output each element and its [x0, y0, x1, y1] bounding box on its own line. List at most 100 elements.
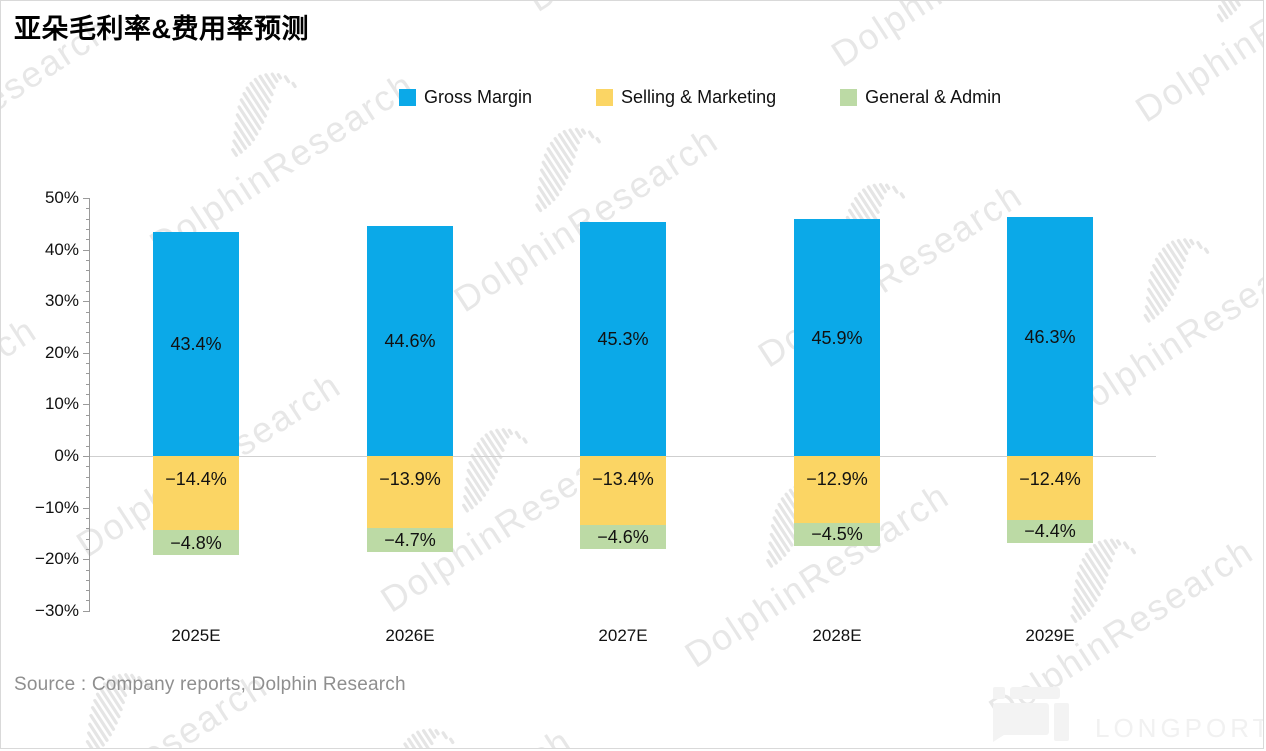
x-tick-label: 2025E: [171, 626, 221, 645]
y-minor-tick: [86, 579, 90, 581]
y-minor-tick: [86, 548, 90, 550]
legend-label-selling-marketing: Selling & Marketing: [621, 87, 777, 107]
bar-segment-selling-marketing: −14.4%: [153, 456, 239, 531]
y-minor-tick: [86, 373, 90, 375]
bar-value-label: 44.6%: [384, 330, 436, 351]
legend-swatch-general-admin: [840, 89, 858, 106]
legend-swatch-gross-margin: [399, 89, 416, 106]
y-major-tick: [83, 352, 90, 354]
y-minor-tick: [86, 435, 90, 437]
y-tick-label: −20%: [35, 549, 79, 569]
legend-item-gross-margin: Gross Margin: [399, 87, 532, 108]
y-major-tick: [83, 404, 90, 406]
bar-segment-selling-marketing: −13.4%: [580, 456, 666, 526]
y-major-tick: [83, 301, 90, 303]
bar-value-label: 45.9%: [811, 327, 863, 348]
bar-value-label: −12.9%: [806, 469, 868, 489]
y-minor-tick: [86, 528, 90, 530]
y-minor-tick: [86, 311, 90, 313]
y-minor-tick: [86, 569, 90, 571]
y-tick-label: −30%: [35, 600, 79, 620]
y-minor-tick: [86, 208, 90, 210]
y-minor-tick: [86, 321, 90, 323]
legend-item-general-admin: General & Admin: [840, 87, 1001, 108]
y-major-tick: [83, 249, 90, 251]
y-minor-tick: [86, 486, 90, 488]
bar-value-label: −4.8%: [170, 532, 222, 553]
bar-segment-gross-margin: 44.6%: [367, 225, 453, 456]
y-minor-tick: [86, 228, 90, 230]
y-minor-tick: [86, 239, 90, 241]
y-major-tick: [83, 610, 90, 612]
bar-segment-general-admin: −4.8%: [153, 530, 239, 556]
bar-segment-general-admin: −4.6%: [580, 525, 666, 549]
chart-title: 亚朵毛利率&费用率预测: [14, 14, 309, 44]
longport-brand-text: LONGPORT: [1095, 713, 1264, 743]
y-tick-label: −10%: [35, 497, 79, 517]
y-minor-tick: [86, 425, 90, 427]
y-minor-tick: [86, 445, 90, 447]
bar-value-label: −4.4%: [1024, 521, 1076, 542]
bar-value-label: −4.5%: [811, 524, 863, 545]
bar-value-label: −14.4%: [165, 469, 227, 489]
y-major-tick: [83, 456, 90, 457]
y-tick-label: 0%: [54, 446, 79, 465]
y-major-tick: [83, 559, 90, 561]
x-tick-label: 2028E: [812, 626, 862, 645]
y-minor-tick: [86, 332, 90, 334]
legend: Gross Margin Selling & Marketing General…: [399, 87, 1001, 108]
bar-segment-general-admin: −4.4%: [1007, 519, 1093, 543]
y-minor-tick: [86, 590, 90, 592]
y-tick-label: 10%: [44, 394, 79, 414]
bar-value-label: −13.4%: [592, 469, 654, 489]
x-tick-label: 2026E: [385, 626, 435, 645]
bar-segment-selling-marketing: −12.4%: [1007, 456, 1093, 520]
bar-segment-gross-margin: 45.3%: [580, 222, 666, 456]
y-minor-tick: [86, 218, 90, 220]
bar-segment-gross-margin: 45.9%: [794, 219, 880, 456]
y-tick-label: 30%: [44, 291, 79, 311]
y-minor-tick: [86, 280, 90, 282]
y-minor-tick: [86, 342, 90, 344]
bar-value-label: −12.4%: [1019, 469, 1081, 489]
legend-label-general-admin: General & Admin: [865, 87, 1002, 107]
y-minor-tick: [86, 414, 90, 416]
bar-segment-selling-marketing: −12.9%: [794, 456, 880, 523]
bar-value-label: 46.3%: [1024, 326, 1076, 347]
legend-swatch-selling-marketing: [596, 89, 614, 106]
y-minor-tick: [86, 517, 90, 519]
source-note: Source : Company reports, Dolphin Resear…: [14, 674, 406, 695]
y-minor-tick: [86, 290, 90, 292]
bar-value-label: −4.7%: [384, 529, 436, 550]
legend-item-selling-marketing: Selling & Marketing: [596, 87, 776, 108]
x-tick-label: 2027E: [598, 626, 648, 645]
y-tick-label: 50%: [44, 188, 79, 207]
y-minor-tick: [86, 497, 90, 499]
bar-segment-general-admin: −4.5%: [794, 522, 880, 546]
y-minor-tick: [86, 466, 90, 468]
bar-segment-general-admin: −4.7%: [367, 527, 453, 552]
bar-segment-selling-marketing: −13.9%: [367, 456, 453, 528]
y-minor-tick: [86, 476, 90, 478]
bar-value-label: −4.6%: [597, 527, 649, 547]
y-tick-label: 20%: [44, 342, 79, 362]
y-minor-tick: [86, 270, 90, 272]
bar-value-label: 43.4%: [170, 334, 222, 355]
longport-logo-icon: [993, 687, 1069, 742]
y-tick-label: 40%: [44, 239, 79, 259]
bar-segment-gross-margin: 43.4%: [153, 232, 239, 456]
legend-label-gross-margin: Gross Margin: [424, 87, 533, 107]
y-major-tick: [83, 198, 90, 199]
bar-value-label: −13.9%: [379, 469, 441, 489]
x-tick-label: 2029E: [1025, 626, 1075, 645]
y-minor-tick: [86, 363, 90, 365]
y-minor-tick: [86, 259, 90, 261]
y-minor-tick: [86, 383, 90, 385]
y-minor-tick: [86, 394, 90, 396]
y-minor-tick: [86, 538, 90, 540]
y-major-tick: [83, 507, 90, 509]
y-minor-tick: [86, 600, 90, 602]
bar-segment-gross-margin: 46.3%: [1007, 217, 1093, 456]
longport-watermark: LONGPORT: [993, 687, 1264, 743]
